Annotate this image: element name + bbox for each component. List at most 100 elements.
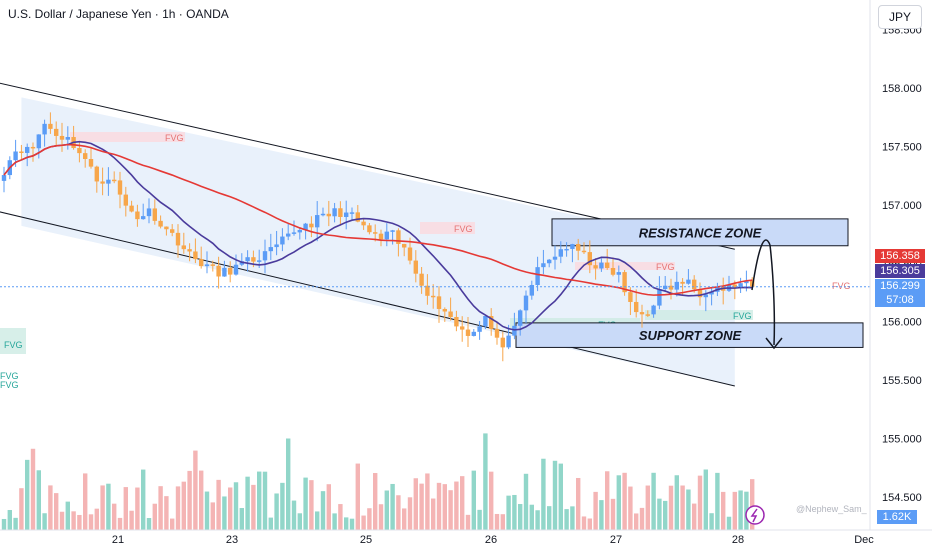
x-tick-label: 23 bbox=[226, 534, 238, 546]
volume-bar bbox=[19, 488, 24, 530]
candle bbox=[610, 267, 616, 275]
y-tick-label: 155.500 bbox=[882, 375, 922, 387]
candle bbox=[228, 267, 233, 275]
volume-bar bbox=[703, 469, 708, 530]
channel-fill bbox=[21, 97, 735, 386]
candle bbox=[233, 264, 239, 275]
volume-bar bbox=[680, 485, 685, 530]
candle bbox=[175, 232, 181, 246]
volume-bar bbox=[13, 517, 18, 530]
volume-bar bbox=[71, 511, 76, 530]
candle bbox=[541, 263, 546, 268]
fvg-label: FVG bbox=[4, 340, 23, 350]
candle bbox=[605, 262, 610, 268]
candle bbox=[431, 295, 436, 298]
candle bbox=[19, 151, 24, 153]
support-zone-label: SUPPORT ZONE bbox=[639, 328, 742, 343]
watermark: @Nephew_Sam_ bbox=[796, 504, 867, 514]
volume-bar bbox=[709, 513, 714, 530]
volume-bar bbox=[193, 450, 198, 530]
volume-bar bbox=[222, 496, 227, 530]
candle bbox=[286, 233, 291, 237]
fvg-label: FVG bbox=[733, 311, 752, 321]
volume-bar bbox=[274, 493, 279, 530]
volume-bar bbox=[361, 515, 366, 530]
volume-bar bbox=[564, 509, 569, 530]
volume-bar bbox=[402, 508, 407, 530]
candle bbox=[332, 208, 337, 217]
volume-bar bbox=[436, 482, 442, 530]
candle bbox=[558, 249, 563, 257]
volume-bar bbox=[715, 472, 720, 530]
y-tick-label: 158.000 bbox=[882, 83, 922, 95]
volume-bar bbox=[721, 491, 726, 530]
candle bbox=[518, 310, 523, 326]
volume-bar bbox=[489, 471, 494, 530]
volume-bar bbox=[529, 504, 534, 530]
candle bbox=[564, 248, 569, 251]
price-label-ma-slow: 156.358 bbox=[875, 249, 925, 263]
candle bbox=[100, 181, 105, 184]
candle bbox=[535, 267, 540, 285]
candle bbox=[686, 279, 691, 284]
candle bbox=[674, 281, 679, 290]
projection-arrow-up bbox=[751, 239, 771, 291]
volume-bar bbox=[344, 517, 349, 530]
candle bbox=[407, 247, 413, 261]
candle bbox=[13, 151, 18, 161]
volume-bar bbox=[141, 469, 146, 530]
volume-bar bbox=[83, 473, 88, 530]
candle bbox=[338, 208, 343, 217]
candle bbox=[245, 257, 250, 262]
volume-bar bbox=[726, 516, 732, 530]
volume-bar bbox=[129, 510, 134, 530]
volume-bar bbox=[552, 460, 558, 530]
volume-bar bbox=[634, 513, 639, 530]
arrow-head bbox=[765, 337, 783, 350]
volume-bar bbox=[471, 470, 476, 530]
candle bbox=[88, 158, 94, 167]
volume-bar bbox=[541, 458, 546, 530]
candle bbox=[419, 273, 424, 286]
candle bbox=[697, 289, 703, 298]
candle bbox=[146, 208, 152, 217]
volume-bar bbox=[373, 473, 378, 530]
volume-bar bbox=[663, 500, 668, 530]
volume-bar bbox=[668, 485, 674, 530]
volume-bar bbox=[616, 475, 621, 530]
candle bbox=[587, 252, 592, 266]
volume-bar bbox=[30, 448, 36, 530]
fvg-label: FVG bbox=[165, 133, 184, 143]
candle bbox=[344, 212, 349, 217]
fvg-label: FVG bbox=[0, 371, 19, 381]
volume-bar bbox=[599, 500, 604, 530]
volume-bar bbox=[59, 511, 65, 530]
candle bbox=[750, 280, 755, 287]
volume-bar bbox=[378, 504, 384, 530]
candle bbox=[465, 329, 471, 336]
volume-bar bbox=[210, 502, 215, 530]
fvg-label: FVG bbox=[656, 262, 675, 272]
resistance-zone-label: RESISTANCE ZONE bbox=[639, 225, 762, 240]
candle bbox=[663, 285, 668, 290]
projection-arrow-down bbox=[769, 244, 776, 346]
volume-bar bbox=[593, 491, 598, 530]
candle bbox=[390, 230, 395, 232]
volume-bar bbox=[245, 476, 250, 530]
volume-bar bbox=[280, 482, 285, 530]
candle bbox=[384, 231, 389, 240]
candle bbox=[36, 134, 41, 149]
volume-bar bbox=[558, 463, 563, 530]
currency-button[interactable]: JPY bbox=[878, 5, 922, 29]
volume-bar bbox=[326, 484, 331, 530]
candle bbox=[320, 213, 326, 216]
candle bbox=[25, 146, 30, 153]
volume-bar bbox=[651, 472, 656, 530]
y-tick-label: 157.500 bbox=[882, 141, 922, 153]
volume-bar bbox=[332, 513, 337, 530]
candle bbox=[158, 220, 163, 227]
candle bbox=[593, 265, 598, 269]
volume-bar bbox=[355, 463, 360, 530]
